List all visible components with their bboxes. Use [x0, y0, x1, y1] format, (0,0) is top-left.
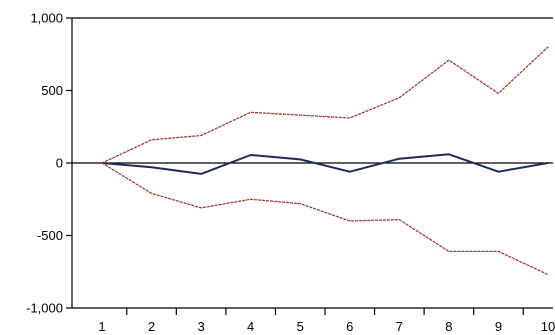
x-tick-label: 7 — [396, 319, 403, 334]
y-tick-label: 0 — [56, 156, 63, 171]
y-tick-label: -1,000 — [26, 301, 63, 316]
y-tick-label: 500 — [41, 83, 63, 98]
x-tick-label: 5 — [297, 319, 304, 334]
x-tick-label: 2 — [148, 319, 155, 334]
y-tick-label: 1,000 — [30, 11, 63, 26]
series-line — [101, 46, 549, 164]
series-line — [101, 153, 549, 175]
y-axis: 1,000 500 0 -500 -1,000 — [26, 11, 72, 316]
series-group — [101, 46, 549, 276]
x-tick-label: 1 — [98, 319, 105, 334]
x-tick-label: 8 — [445, 319, 452, 334]
x-axis: 1 2 3 4 5 6 7 8 9 10 — [98, 308, 555, 334]
x-tick-label: 6 — [346, 319, 353, 334]
series-line — [101, 162, 549, 276]
x-tick-label: 10 — [541, 319, 555, 334]
x-tick-label: 3 — [197, 319, 204, 334]
x-tick-label: 4 — [247, 319, 254, 334]
series-2 — [101, 46, 549, 164]
x-tick-label: 9 — [495, 319, 502, 334]
series-1 — [101, 153, 549, 175]
y-tick-label: -500 — [37, 228, 63, 243]
series-3 — [101, 162, 549, 276]
